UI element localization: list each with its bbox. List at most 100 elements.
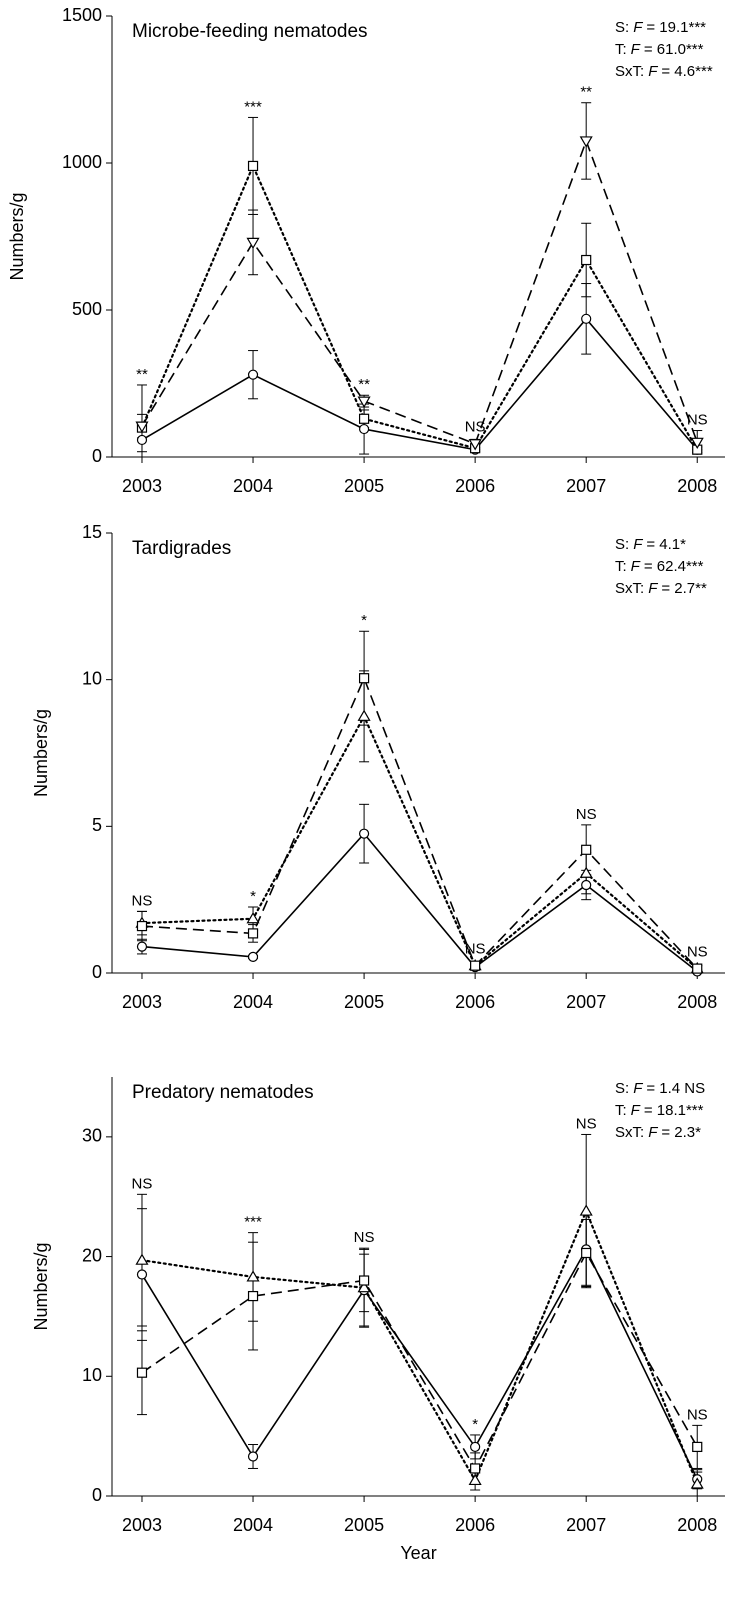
x-tick-label: 2004 (233, 1515, 273, 1535)
x-tick-label: 2008 (677, 992, 717, 1012)
y-tick-label: 0 (92, 1485, 102, 1505)
marker (136, 434, 148, 446)
marker (136, 920, 148, 932)
series-line (141, 832, 698, 973)
significance-label: NS (465, 419, 486, 436)
y-axis-label: Numbers/g (31, 1242, 51, 1330)
stat-label: SxT: (615, 63, 644, 80)
x-tick-label: 2006 (455, 1515, 495, 1535)
significance-label: NS (687, 412, 708, 429)
y-tick-label: 1500 (62, 5, 102, 25)
marker (579, 1204, 593, 1216)
marker (581, 313, 592, 324)
marker (468, 1473, 482, 1486)
y-tick-label: 20 (82, 1245, 102, 1265)
stat-value: = 2.7** (661, 580, 707, 597)
stat-text: T: F = 61.0*** (615, 41, 704, 58)
stat-label: S: (615, 536, 629, 553)
stat-name: F (631, 41, 641, 58)
stat-name: F (648, 580, 658, 597)
stat-text: T: F = 18.1*** (615, 1102, 704, 1119)
marker (358, 1275, 370, 1286)
significance-label: NS (687, 1406, 708, 1423)
significance-label: NS (354, 1229, 375, 1246)
series-line (141, 676, 698, 970)
x-tick-label: 2003 (122, 1515, 162, 1535)
stat-text: S: F = 4.1* (615, 536, 686, 553)
marker (247, 951, 259, 962)
marker (690, 437, 704, 449)
stat-text: SxT: F = 2.7** (615, 580, 707, 597)
y-tick-label: 10 (82, 668, 102, 688)
series-line (140, 713, 699, 970)
x-tick-label: 2003 (122, 992, 162, 1012)
significance-label: NS (132, 1175, 153, 1192)
significance-label: * (472, 1416, 478, 1433)
panel-title: Tardigrades (132, 538, 231, 559)
significance-label: *** (244, 1214, 262, 1231)
stat-label: S: (615, 19, 629, 36)
stat-name: F (631, 558, 641, 575)
marker (135, 1253, 149, 1265)
marker (246, 237, 260, 250)
stat-text: S: F = 1.4 NS (615, 1080, 705, 1097)
y-tick-label: 5 (92, 815, 102, 835)
stat-name: F (633, 1080, 643, 1097)
series-line (141, 1251, 698, 1471)
stat-name: F (648, 63, 658, 80)
x-tick-label: 2005 (344, 476, 384, 496)
significance-label: NS (465, 941, 486, 958)
series-line (140, 163, 699, 451)
marker (692, 1441, 703, 1453)
x-tick-label: 2007 (566, 992, 606, 1012)
marker (247, 369, 259, 380)
marker (357, 396, 371, 408)
x-tick-label: 2003 (122, 476, 162, 496)
significance-label: ** (136, 366, 148, 383)
marker (247, 160, 259, 172)
x-tick-label: 2005 (344, 1515, 384, 1535)
x-axis-label: Year (400, 1543, 436, 1563)
y-tick-label: 500 (72, 299, 102, 319)
marker (358, 828, 370, 839)
y-axis-label: Numbers/g (31, 709, 51, 797)
stat-name: F (633, 536, 643, 553)
stat-text: T: F = 62.4*** (615, 558, 704, 575)
marker (357, 1281, 371, 1293)
marker (470, 1441, 481, 1453)
marker (358, 673, 370, 684)
marker (470, 960, 481, 971)
marker (692, 963, 703, 974)
y-tick-label: 1000 (62, 152, 102, 172)
significance-label: NS (576, 806, 597, 823)
marker (247, 1290, 259, 1302)
marker (136, 1269, 148, 1280)
series-line (141, 138, 698, 445)
stat-label: SxT: (615, 580, 644, 597)
x-tick-label: 2007 (566, 1515, 606, 1535)
significance-label: NS (132, 892, 153, 909)
stat-label: T: (615, 1102, 627, 1119)
x-tick-label: 2008 (677, 1515, 717, 1535)
x-tick-label: 2004 (233, 992, 273, 1012)
stat-text: SxT: F = 2.3* (615, 1124, 701, 1141)
stat-text: S: F = 19.1*** (615, 19, 706, 36)
y-axis-label: Numbers/g (7, 192, 27, 280)
stat-value: = 4.1* (646, 536, 686, 553)
stat-value: = 1.4 NS (646, 1080, 705, 1097)
stat-name: F (648, 1124, 658, 1141)
x-tick-label: 2005 (344, 992, 384, 1012)
stat-label: T: (615, 41, 627, 58)
marker (247, 928, 259, 939)
series-line (140, 1208, 699, 1486)
significance-label: * (361, 612, 367, 629)
marker (579, 136, 593, 148)
marker (136, 941, 148, 952)
x-tick-label: 2006 (455, 992, 495, 1012)
marker (470, 1463, 481, 1474)
marker (246, 1270, 260, 1282)
panel-title: Microbe-feeding nematodes (132, 21, 368, 42)
series-line (141, 317, 698, 451)
stat-label: S: (615, 1080, 629, 1097)
